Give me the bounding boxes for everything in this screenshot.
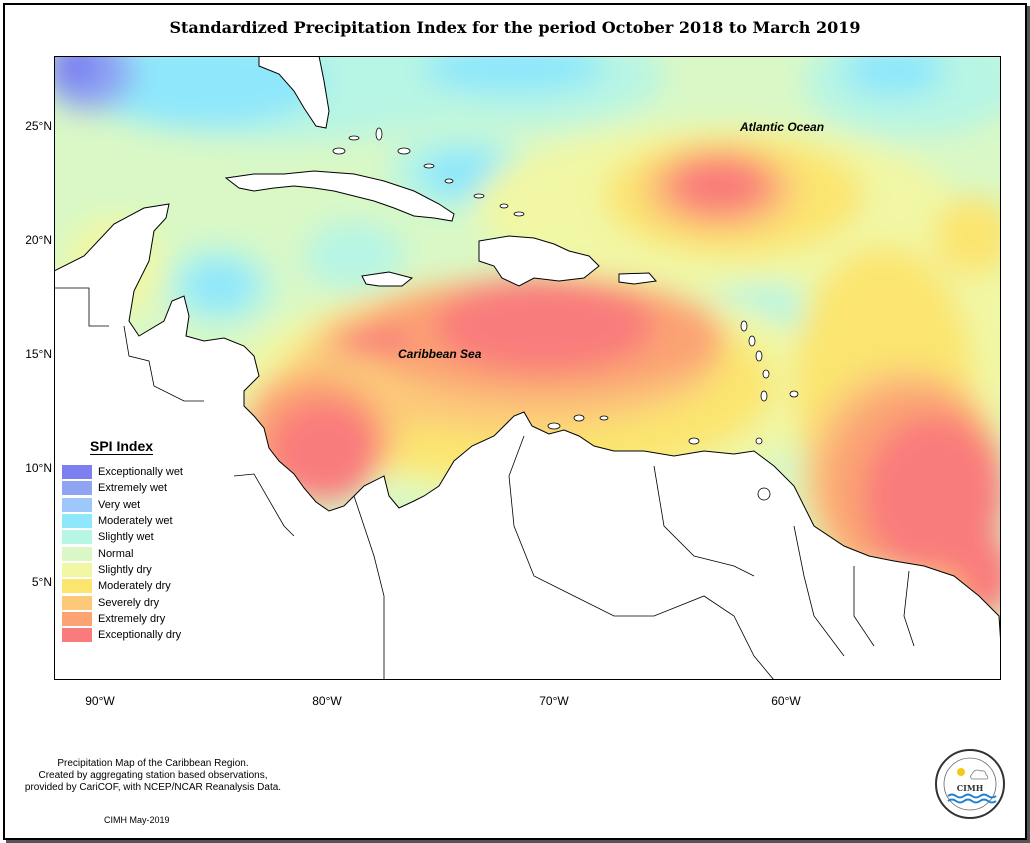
cloud-icon	[970, 769, 989, 780]
caribbean-sea-label: Caribbean Sea	[398, 347, 482, 361]
lat-label-20n: 20°N	[25, 233, 52, 247]
legend-swatch	[62, 465, 92, 480]
lon-label-60w: 60°W	[771, 694, 801, 708]
cimh-seal-logo: CIMH	[935, 749, 1005, 819]
legend-label: Extremely wet	[98, 482, 168, 495]
footnote: Precipitation Map of the Caribbean Regio…	[8, 758, 298, 794]
legend-item: Normal	[62, 545, 202, 561]
legend-items: Exceptionally wet Extremely wet Very wet Mo…	[62, 464, 202, 643]
map-title: Standardized Precipitation Index for the…	[169, 18, 861, 37]
legend-item: Slightly wet	[62, 529, 202, 545]
land	[54, 56, 1001, 680]
lon-label-80w: 80°W	[312, 694, 342, 708]
lat-label-10n: 10°N	[25, 461, 52, 475]
legend-label: Moderately dry	[98, 580, 171, 593]
footnote-line: Created by aggregating station based obs…	[38, 770, 268, 781]
lat-label-25n: 25°N	[25, 119, 52, 133]
spi-legend: SPI Index Exceptionally wet Extremely wet…	[62, 438, 202, 643]
legend-label: Exceptionally wet	[98, 466, 183, 479]
legend-label: Extremely dry	[98, 612, 166, 625]
legend-swatch	[62, 562, 92, 577]
legend-item: Extremely dry	[62, 611, 202, 627]
legend-item: Extremely wet	[62, 480, 202, 496]
legend-label: Severely dry	[98, 596, 160, 609]
legend-item: Moderately wet	[62, 513, 202, 529]
legend-item: Severely dry	[62, 594, 202, 610]
legend-item: Slightly dry	[62, 562, 202, 578]
legend-label: Exceptionally dry	[98, 629, 182, 642]
legend-item: Exceptionally dry	[62, 627, 202, 643]
legend-swatch	[62, 611, 92, 626]
map-area	[54, 56, 1001, 680]
legend-swatch	[62, 514, 92, 529]
legend-swatch	[62, 546, 92, 561]
legend-item: Exceptionally wet	[62, 464, 202, 480]
legend-label: Slightly wet	[98, 531, 154, 544]
legend-item: Very wet	[62, 497, 202, 513]
legend-label: Normal	[98, 547, 134, 560]
credit-text: CIMH May-2019	[104, 815, 170, 825]
legend-swatch	[62, 579, 92, 594]
lat-label-15n: 15°N	[25, 347, 52, 361]
legend-title: SPI Index	[90, 438, 154, 455]
sun-icon	[957, 768, 965, 776]
legend-label: Very wet	[98, 498, 141, 511]
legend-swatch	[62, 497, 92, 512]
footnote-line: Precipitation Map of the Caribbean Regio…	[57, 758, 249, 769]
legend-item: Moderately dry	[62, 578, 202, 594]
atlantic-ocean-label: Atlantic Ocean	[740, 120, 825, 134]
lon-label-70w: 70°W	[539, 694, 569, 708]
legend-swatch	[62, 481, 92, 496]
legend-swatch	[62, 628, 92, 643]
islands	[332, 127, 799, 501]
spi-map	[54, 56, 1001, 680]
legend-swatch	[62, 595, 92, 610]
lat-label-5n: 5°N	[31, 575, 52, 589]
seal-text: CIMH	[957, 783, 984, 793]
borders	[54, 287, 915, 680]
legend-label: Moderately wet	[98, 515, 173, 528]
lon-label-90w: 90°W	[85, 694, 115, 708]
spi-field	[54, 56, 1001, 661]
legend-swatch	[62, 530, 92, 545]
legend-label: Slightly dry	[98, 563, 152, 576]
footnote-line: provided by CariCOF, with NCEP/NCAR Rean…	[24, 782, 282, 793]
